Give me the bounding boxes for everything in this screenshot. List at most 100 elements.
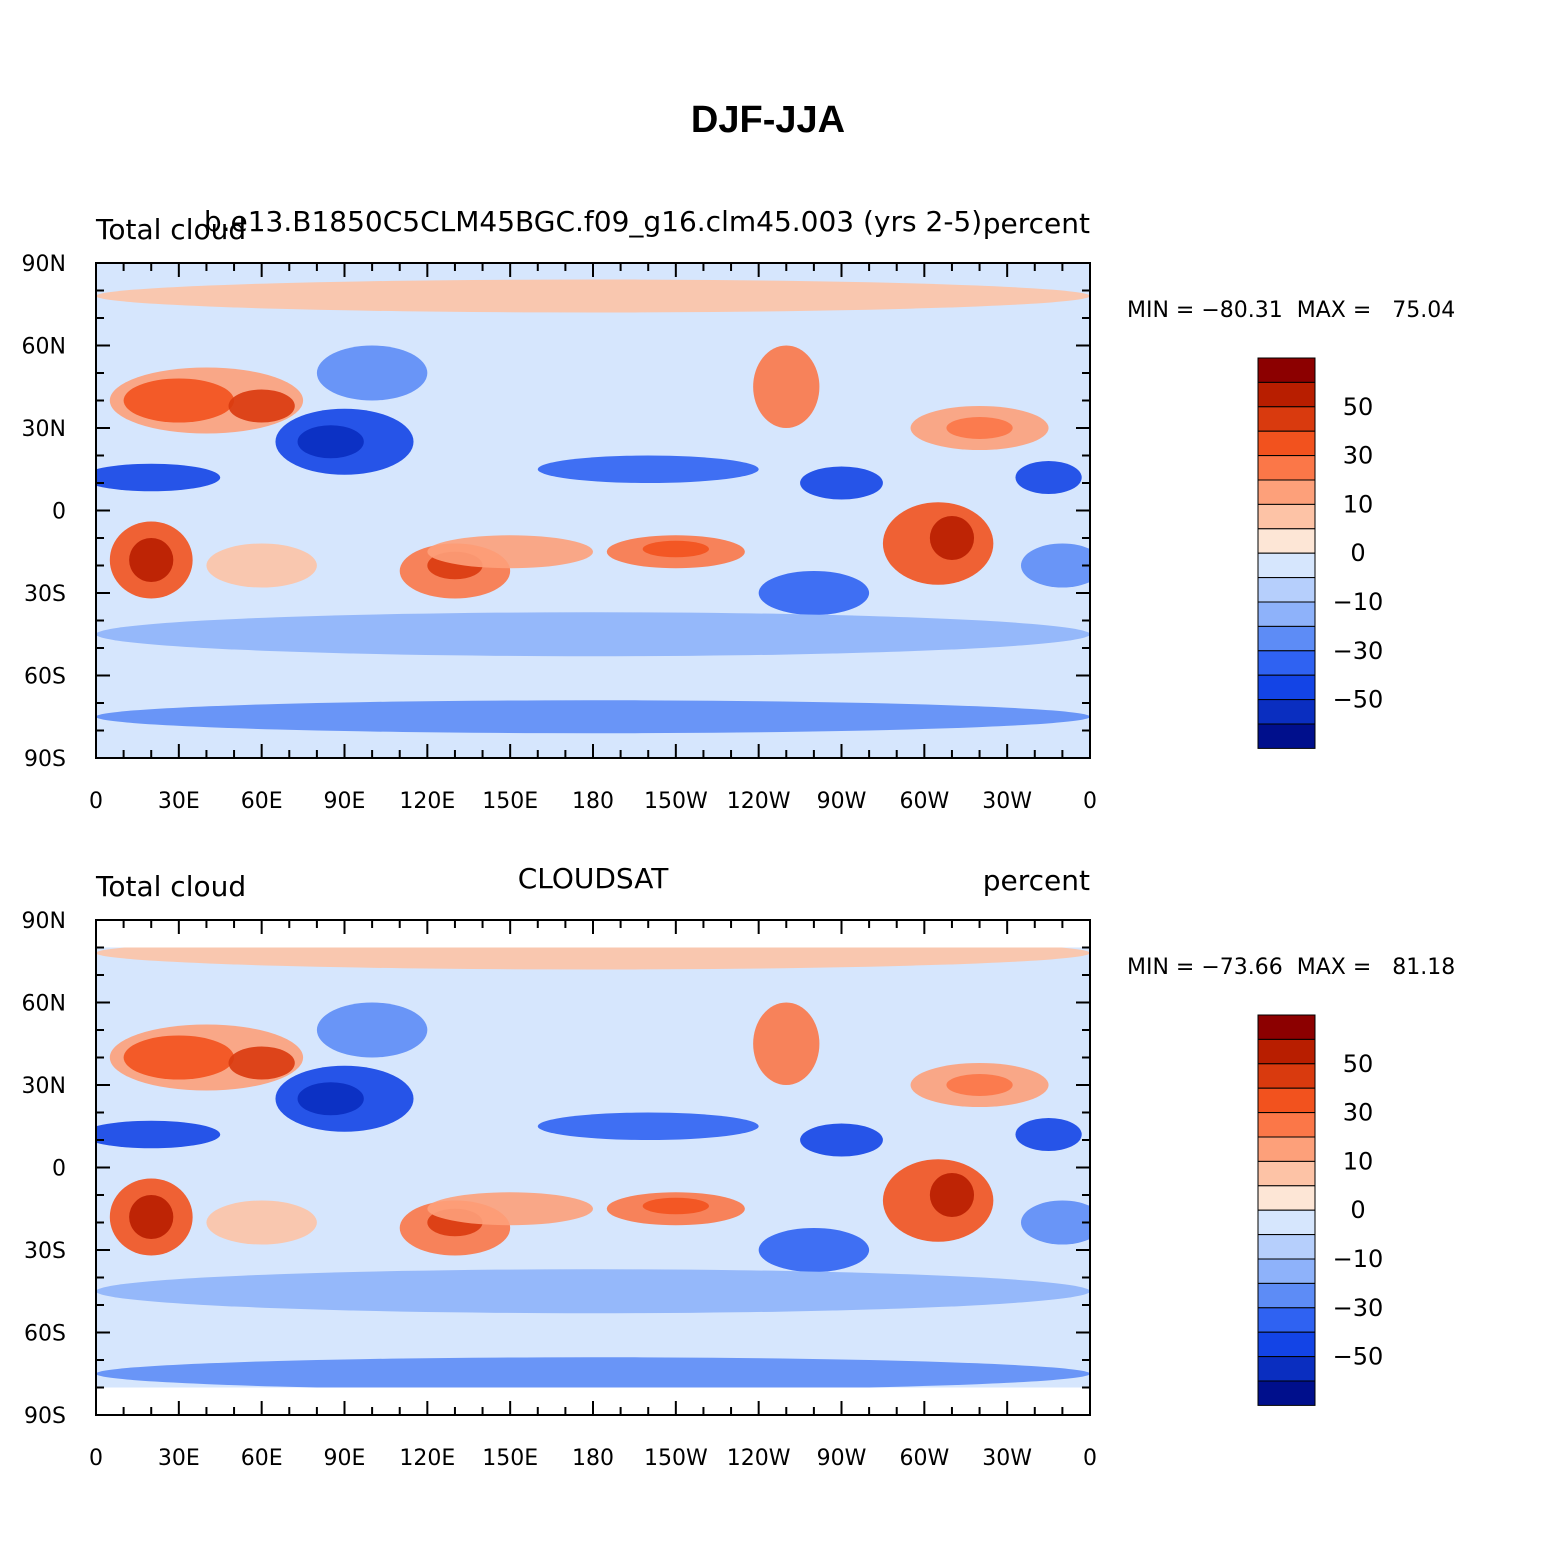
colorbar-box — [1257, 1258, 1316, 1284]
field-blob — [427, 1192, 593, 1226]
colorbar-box — [1257, 625, 1316, 652]
x-tick-label: 30E — [158, 789, 200, 814]
y-tick-label: 90S — [24, 747, 66, 772]
colorbar-label: 30 — [1343, 442, 1374, 470]
field-blob — [946, 1074, 1013, 1096]
field-blob — [316, 345, 428, 401]
field-blob — [96, 279, 1090, 313]
colorbar-box — [1257, 1038, 1316, 1065]
colorbar-box — [1257, 503, 1316, 530]
field-blob — [929, 1173, 975, 1217]
colorbar-box — [1257, 1014, 1316, 1040]
left-string: Total cloud — [95, 870, 246, 903]
colorbar-label: −30 — [1333, 1294, 1384, 1322]
x-tick-label: 120W — [727, 789, 791, 814]
field-blob — [96, 1357, 1090, 1388]
x-tick-label: 30E — [158, 1446, 200, 1471]
y-tick-label: 60S — [24, 1322, 66, 1347]
field-blob — [96, 1120, 221, 1149]
field-blob — [929, 516, 975, 560]
colorbar-box — [1257, 552, 1316, 579]
min-max: MIN = −80.31 MAX = 75.04 — [1127, 298, 1455, 323]
x-tick-label: 0 — [1083, 789, 1097, 814]
field-blob — [427, 535, 593, 569]
colorbar-box — [1257, 1356, 1316, 1382]
colorbar-box — [1257, 1282, 1316, 1309]
field-blob — [537, 1112, 759, 1140]
colorbar-box — [1257, 455, 1316, 481]
x-tick-label: 0 — [89, 789, 103, 814]
left-string: Total cloud — [95, 213, 246, 246]
x-tick-label: 60E — [241, 1446, 283, 1471]
x-tick-label: 180 — [572, 789, 614, 814]
colorbar-box — [1257, 357, 1316, 383]
colorbar-label: −10 — [1333, 1245, 1384, 1273]
x-tick-label: 90W — [817, 1446, 867, 1471]
map-field — [96, 263, 1090, 758]
map-field — [96, 947, 1090, 1388]
field-blob — [800, 466, 883, 500]
y-tick-label: 90S — [24, 1404, 66, 1429]
field-blob — [96, 947, 1090, 970]
colorbar-label: 0 — [1350, 539, 1365, 567]
center-string: b.e13.B1850C5CLM45BGC.f09_g16.clm45.003 … — [204, 205, 982, 238]
x-tick-label: 0 — [89, 1446, 103, 1471]
field-blob — [206, 543, 317, 588]
colorbar-box — [1257, 381, 1316, 408]
x-tick-label: 120E — [399, 1446, 455, 1471]
y-tick-label: 60S — [24, 665, 66, 690]
colorbar-box — [1257, 1331, 1316, 1358]
field-blob — [228, 1046, 295, 1080]
colorbar-box — [1257, 1087, 1316, 1114]
y-tick-label: 30S — [24, 1239, 66, 1264]
y-tick-label: 30N — [22, 1074, 66, 1099]
colorbar-label: −50 — [1333, 1343, 1384, 1371]
x-tick-label: 90E — [324, 1446, 366, 1471]
colorbar-box — [1257, 1136, 1316, 1162]
colorbar-label: −30 — [1333, 637, 1384, 665]
field-blob — [1015, 1118, 1082, 1151]
y-tick-label: 90N — [22, 909, 66, 934]
center-string: CLOUDSAT — [518, 862, 670, 895]
x-tick-label: 120W — [727, 1446, 791, 1471]
colorbar-box — [1257, 1209, 1316, 1236]
colorbar-box — [1257, 1307, 1316, 1333]
field-blob — [758, 571, 870, 615]
field-blob — [946, 417, 1013, 439]
field-blob — [642, 540, 709, 558]
x-tick-label: 150W — [644, 1446, 708, 1471]
colorbar-label: 50 — [1343, 1050, 1374, 1078]
field-blob — [800, 1123, 883, 1157]
colorbar-box — [1257, 1112, 1316, 1138]
field-blob — [123, 378, 235, 423]
colorbar-label: −10 — [1333, 588, 1384, 616]
field-blob — [1015, 461, 1082, 494]
colorbar-box — [1257, 1063, 1316, 1089]
y-tick-label: 0 — [52, 1157, 66, 1182]
colorbar-box — [1257, 601, 1316, 627]
x-tick-label: 90W — [817, 789, 867, 814]
field-blob — [206, 1200, 317, 1245]
field-blob — [537, 455, 759, 483]
colorbar-box — [1257, 650, 1316, 676]
colorbar-box — [1257, 430, 1316, 457]
field-blob — [642, 1197, 709, 1215]
field-blob — [96, 463, 221, 492]
x-tick-label: 150E — [482, 789, 538, 814]
field-blob — [96, 1269, 1090, 1314]
x-tick-label: 90E — [324, 789, 366, 814]
colorbar-box — [1257, 1185, 1316, 1211]
colorbar-label: 10 — [1343, 490, 1374, 518]
right-string: percent — [983, 207, 1090, 240]
x-tick-label: 60E — [241, 789, 283, 814]
colorbar-label: −50 — [1333, 686, 1384, 714]
field-blob — [1020, 543, 1090, 588]
figure-title: DJF-JJA — [691, 99, 845, 141]
x-tick-label: 120E — [399, 789, 455, 814]
x-tick-label: 30W — [982, 789, 1032, 814]
x-tick-label: 30W — [982, 1446, 1032, 1471]
right-string: percent — [983, 864, 1090, 897]
colorbar-box — [1257, 1160, 1316, 1187]
field-blob — [129, 538, 174, 582]
